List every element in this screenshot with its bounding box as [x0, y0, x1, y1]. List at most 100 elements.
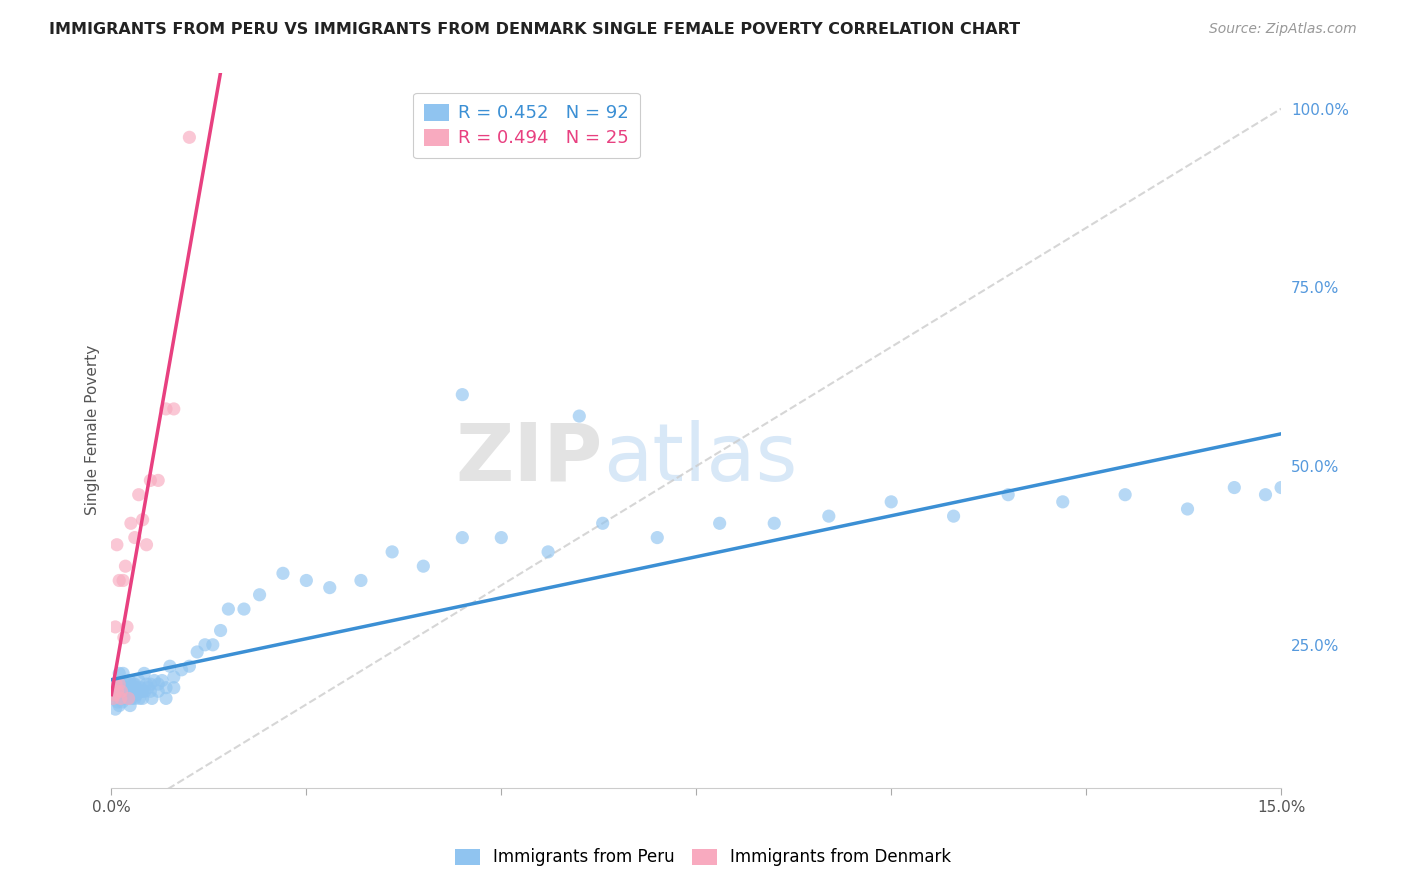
Point — [108, 688, 131, 702]
Point — [115, 620, 138, 634]
Point — [135, 677, 157, 691]
Point — [107, 695, 129, 709]
Point — [117, 684, 139, 698]
Point — [131, 513, 153, 527]
Point — [121, 691, 143, 706]
Point — [537, 545, 560, 559]
Point — [103, 688, 125, 702]
Point — [763, 516, 786, 531]
Point — [1270, 481, 1292, 495]
Point — [105, 538, 128, 552]
Point — [139, 474, 162, 488]
Point — [150, 673, 173, 688]
Point — [120, 698, 142, 713]
Point — [112, 631, 135, 645]
Point — [101, 691, 124, 706]
Point — [114, 691, 136, 706]
Text: atlas: atlas — [603, 420, 797, 498]
Point — [645, 531, 668, 545]
Point — [592, 516, 614, 531]
Point — [1052, 495, 1074, 509]
Point — [1285, 495, 1308, 509]
Point — [135, 538, 157, 552]
Y-axis label: Single Female Poverty: Single Female Poverty — [86, 345, 100, 516]
Point — [134, 666, 156, 681]
Point — [159, 659, 181, 673]
Point — [105, 677, 128, 691]
Point — [412, 559, 434, 574]
Point — [105, 684, 128, 698]
Point — [110, 684, 132, 698]
Point — [103, 688, 125, 702]
Point — [107, 681, 129, 695]
Point — [163, 681, 186, 695]
Text: ZIP: ZIP — [456, 420, 603, 498]
Point — [186, 645, 208, 659]
Point — [115, 688, 138, 702]
Point — [131, 691, 153, 706]
Point — [118, 673, 141, 688]
Legend: R = 0.452   N = 92, R = 0.494   N = 25: R = 0.452 N = 92, R = 0.494 N = 25 — [413, 93, 640, 158]
Point — [128, 691, 150, 706]
Point — [125, 688, 148, 702]
Point — [295, 574, 318, 588]
Text: IMMIGRANTS FROM PERU VS IMMIGRANTS FROM DENMARK SINGLE FEMALE POVERTY CORRELATIO: IMMIGRANTS FROM PERU VS IMMIGRANTS FROM … — [49, 22, 1021, 37]
Point — [568, 409, 591, 423]
Point — [1177, 502, 1199, 516]
Point — [163, 401, 186, 416]
Legend: Immigrants from Peru, Immigrants from Denmark: Immigrants from Peru, Immigrants from De… — [449, 842, 957, 873]
Point — [170, 663, 193, 677]
Point — [709, 516, 731, 531]
Point — [139, 677, 162, 691]
Point — [217, 602, 239, 616]
Point — [128, 673, 150, 688]
Point — [104, 702, 127, 716]
Point — [117, 691, 139, 706]
Point — [111, 695, 134, 709]
Point — [155, 401, 177, 416]
Point — [115, 681, 138, 695]
Point — [129, 684, 152, 698]
Point — [1114, 488, 1136, 502]
Point — [105, 677, 128, 691]
Point — [381, 545, 404, 559]
Point — [148, 474, 170, 488]
Point — [451, 531, 474, 545]
Point — [110, 677, 132, 691]
Point — [136, 681, 159, 695]
Point — [128, 488, 150, 502]
Point — [143, 673, 166, 688]
Point — [110, 691, 132, 706]
Point — [110, 684, 132, 698]
Point — [112, 574, 135, 588]
Point — [134, 684, 156, 698]
Point — [117, 691, 139, 706]
Text: Source: ZipAtlas.com: Source: ZipAtlas.com — [1209, 22, 1357, 37]
Point — [209, 624, 232, 638]
Point — [880, 495, 903, 509]
Point — [350, 574, 373, 588]
Point — [121, 684, 143, 698]
Point — [112, 666, 135, 681]
Point — [997, 488, 1019, 502]
Point — [148, 677, 170, 691]
Point — [114, 559, 136, 574]
Point — [108, 574, 131, 588]
Point — [451, 387, 474, 401]
Point — [124, 677, 146, 691]
Point — [319, 581, 342, 595]
Point — [179, 659, 201, 673]
Point — [120, 516, 142, 531]
Point — [817, 509, 839, 524]
Point — [201, 638, 224, 652]
Point — [1254, 488, 1277, 502]
Point — [115, 677, 138, 691]
Point — [112, 688, 135, 702]
Point — [127, 684, 149, 698]
Point — [124, 691, 146, 706]
Point — [114, 684, 136, 698]
Point — [139, 684, 162, 698]
Point — [108, 698, 131, 713]
Point — [141, 691, 163, 706]
Point — [107, 684, 129, 698]
